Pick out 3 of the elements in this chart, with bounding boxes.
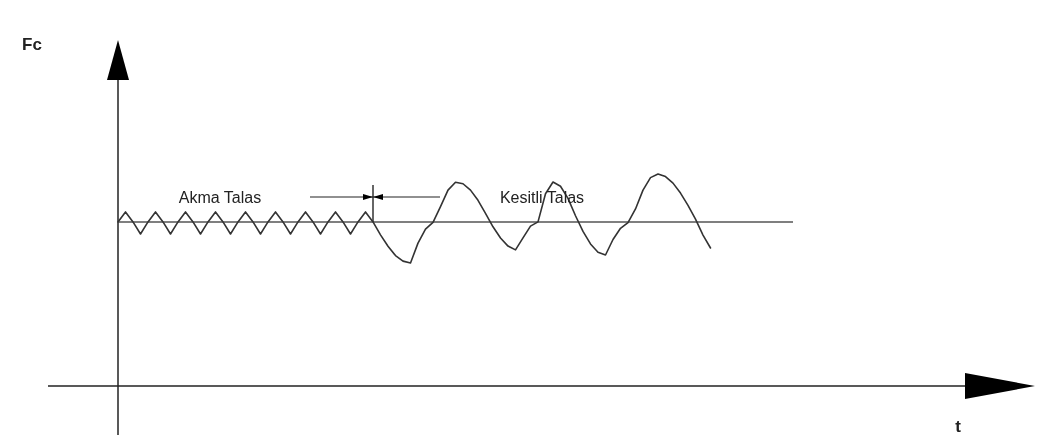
text: t [955,417,962,436]
annotation: Akma Talas [178,189,262,206]
text: Fc [22,35,42,54]
